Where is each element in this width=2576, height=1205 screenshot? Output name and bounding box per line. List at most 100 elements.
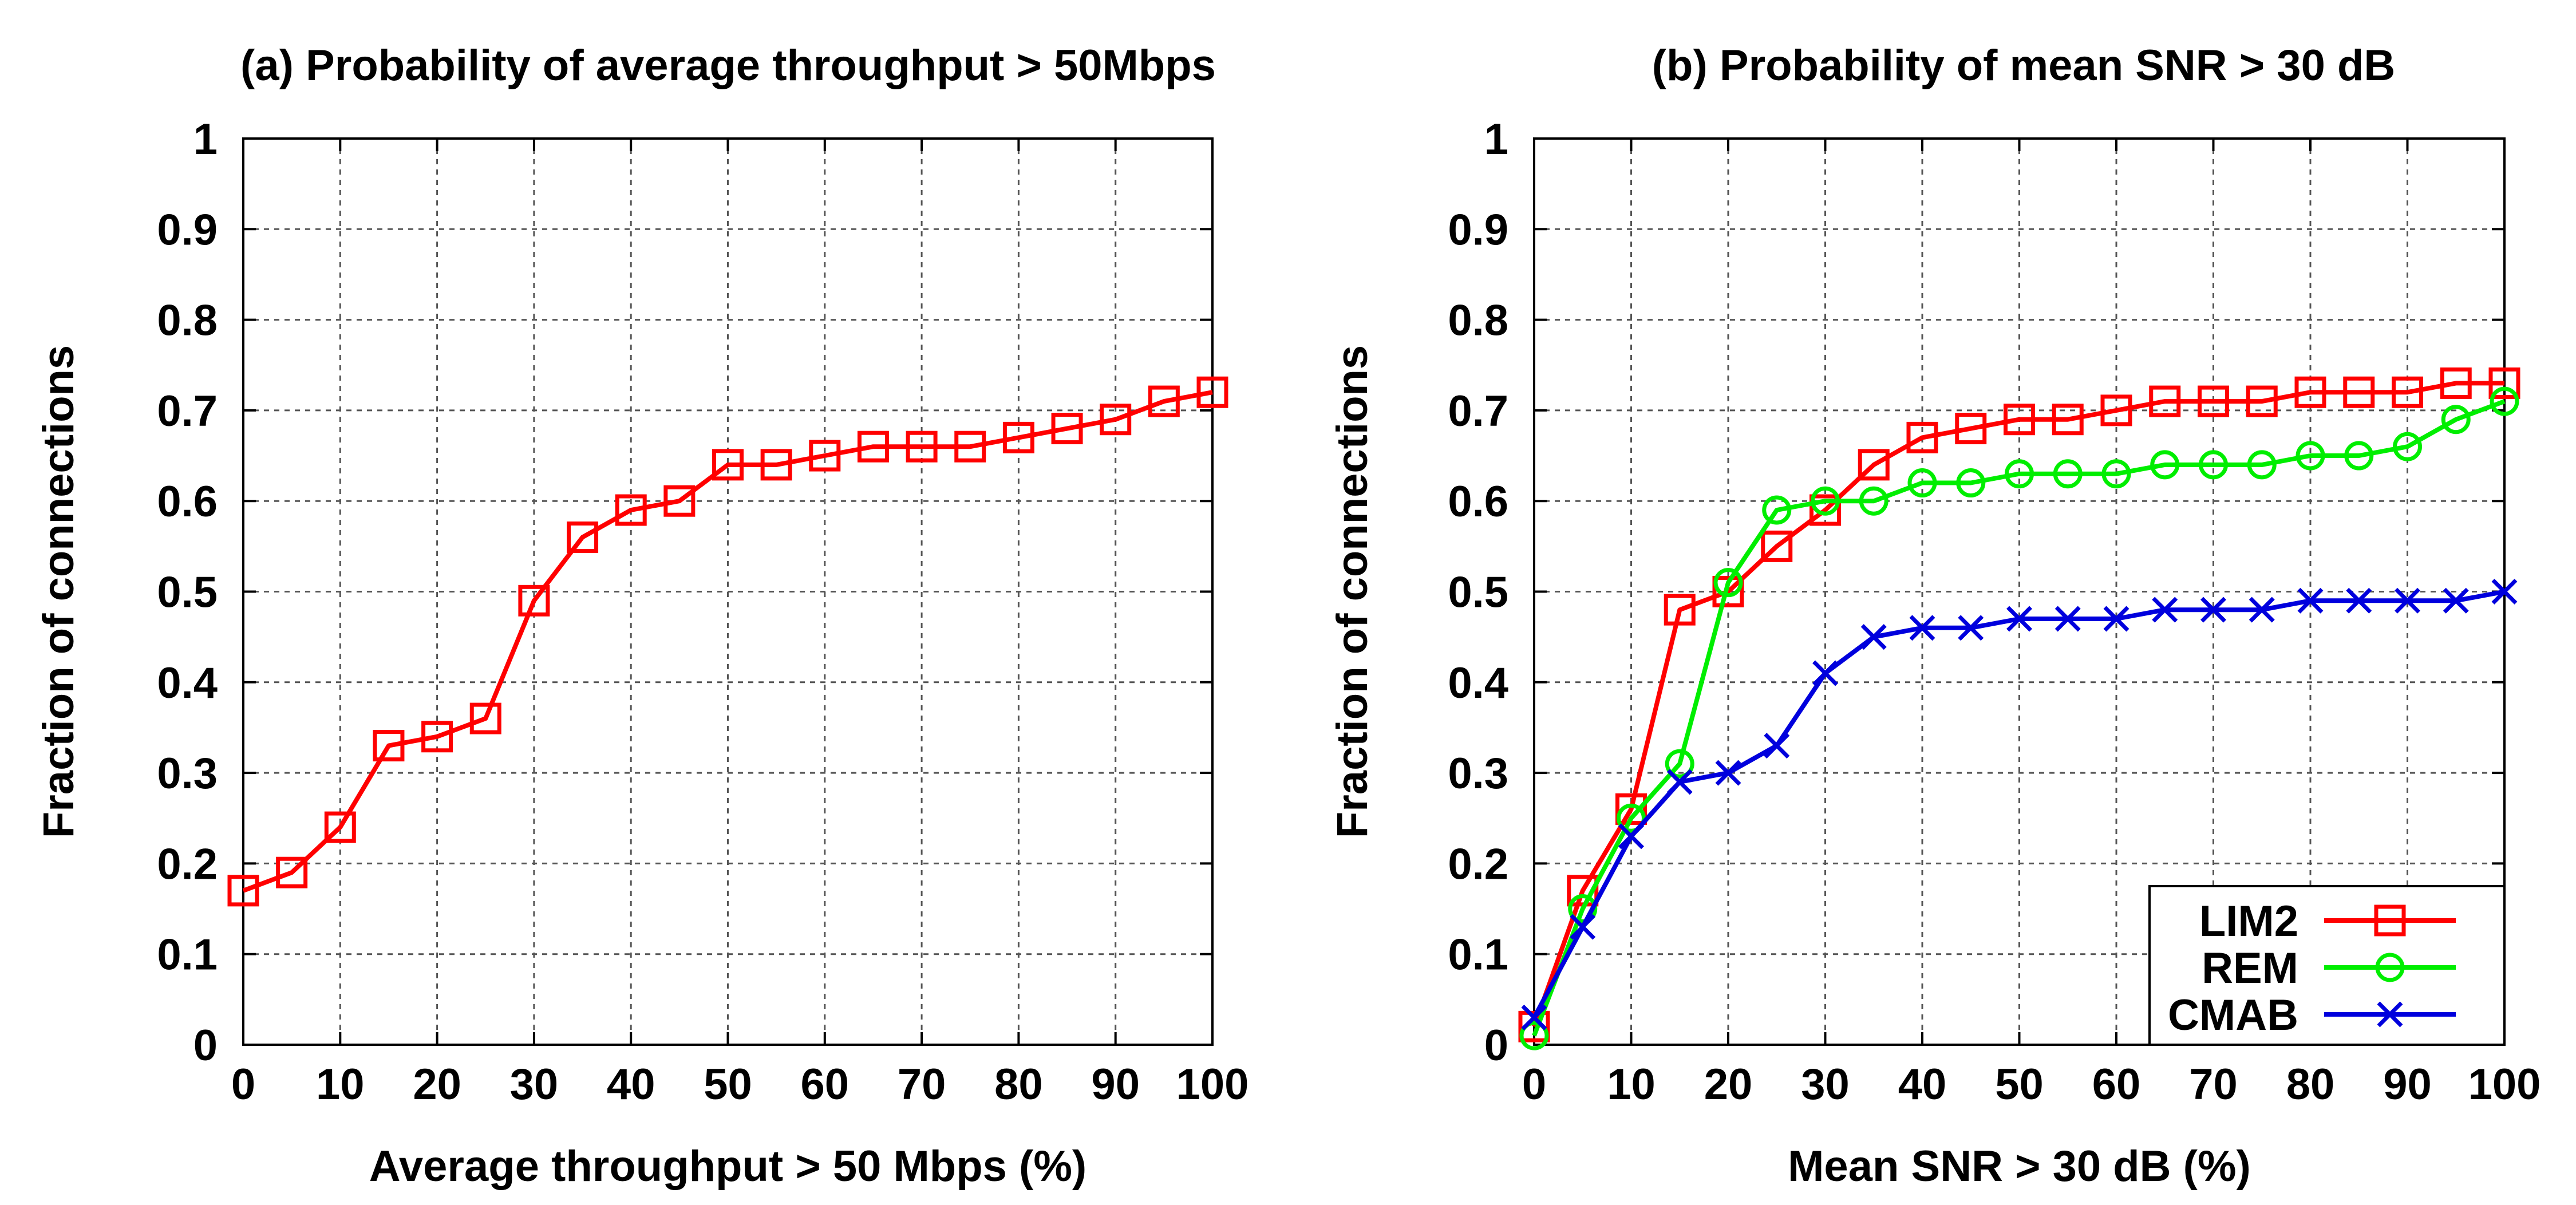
data-point-rem bbox=[2053, 459, 2083, 489]
data-point-cmab bbox=[2152, 596, 2178, 623]
data-point-lim2 bbox=[1664, 594, 1696, 626]
y-tick-label: 0.5 bbox=[157, 568, 218, 617]
data-point-series bbox=[227, 875, 259, 907]
x-tick-label: 10 bbox=[1607, 1060, 1656, 1109]
x-tick-label: 20 bbox=[413, 1060, 461, 1109]
data-point-lim2 bbox=[2246, 385, 2278, 417]
x-tick-label: 70 bbox=[2189, 1060, 2238, 1109]
data-point-rem bbox=[2150, 450, 2180, 480]
x-tick-label: 20 bbox=[1704, 1060, 1753, 1109]
y-tick-label: 0 bbox=[1484, 1021, 1508, 1070]
data-point-series bbox=[760, 449, 792, 481]
data-point-series bbox=[809, 440, 841, 472]
data-point-cmab bbox=[1812, 660, 1838, 686]
y-tick-label: 0.9 bbox=[1448, 206, 1508, 254]
data-point-series bbox=[1148, 385, 1180, 417]
data-point-series bbox=[567, 521, 599, 554]
data-point-lim2 bbox=[2440, 367, 2472, 399]
x-tick-label: 80 bbox=[2286, 1060, 2335, 1109]
data-point-cmab bbox=[1666, 769, 1693, 795]
data-point-cmab bbox=[1570, 914, 1596, 940]
data-point-rem bbox=[2199, 450, 2228, 480]
y-tick-label: 0.2 bbox=[1448, 840, 1508, 888]
legend-marker-cmab bbox=[2377, 1001, 2403, 1028]
y-tick-label: 0.9 bbox=[157, 206, 218, 254]
y-tick-label: 1 bbox=[193, 115, 218, 164]
y-tick-label: 0.3 bbox=[1448, 749, 1508, 798]
x-tick-label: 70 bbox=[898, 1060, 946, 1109]
y-tick-label: 0.6 bbox=[1448, 477, 1508, 526]
data-point-cmab bbox=[2346, 587, 2372, 614]
legend-label-lim2: LIM2 bbox=[2199, 897, 2298, 946]
y-tick-label: 0.2 bbox=[157, 840, 218, 888]
x-tick-label: 10 bbox=[316, 1060, 365, 1109]
x-tick-label: 30 bbox=[510, 1060, 559, 1109]
data-point-series bbox=[663, 485, 696, 517]
x-tick-label: 30 bbox=[1801, 1060, 1850, 1109]
data-point-rem bbox=[1762, 495, 1792, 525]
y-tick-label: 0 bbox=[193, 1021, 218, 1070]
x-tick-label: 0 bbox=[1522, 1060, 1546, 1109]
y-tick-label: 0.6 bbox=[157, 477, 218, 526]
chart-title: (b) Probability of mean SNR > 30 dB bbox=[1652, 41, 2396, 90]
data-point-cmab bbox=[1715, 760, 1741, 786]
data-point-cmab bbox=[2200, 596, 2226, 623]
y-tick-label: 1 bbox=[1484, 115, 1508, 164]
data-point-series bbox=[712, 449, 744, 481]
data-point-series bbox=[615, 494, 647, 526]
data-point-series bbox=[324, 811, 356, 843]
data-point-cmab bbox=[2491, 579, 2518, 605]
data-point-rem bbox=[2441, 405, 2471, 434]
y-tick-label: 0.7 bbox=[1448, 387, 1508, 436]
chart-panel-b: 0 10 20 30 40 50 60 70 80 90 100 0 0.1 0.2 0.3 0.4 0.5 0.… bbox=[1328, 41, 2541, 1191]
data-point-rem bbox=[1811, 486, 1840, 516]
chart-title: (a) Probability of average throughput > … bbox=[240, 41, 1216, 90]
data-point-cmab bbox=[2249, 596, 2275, 623]
legend-marker-rem bbox=[2375, 953, 2405, 982]
chart-panel-a: 0 10 20 30 40 50 60 70 80 90 100 0 0.1 0.2 0.3 0.4 0.5 0.… bbox=[34, 41, 1249, 1191]
data-point-series bbox=[276, 856, 308, 888]
data-point-lim2 bbox=[2004, 404, 2035, 436]
data-point-series bbox=[1100, 404, 1132, 436]
y-tick-label: 0.8 bbox=[157, 297, 218, 345]
data-point-rem bbox=[1617, 803, 1646, 833]
x-tick-label: 100 bbox=[2468, 1060, 2541, 1109]
series-line-series bbox=[242, 390, 1213, 893]
data-point-lim2 bbox=[2488, 367, 2520, 399]
data-point-lim2 bbox=[2392, 376, 2423, 408]
data-point-rem bbox=[1713, 568, 1743, 598]
x-tick-label: 0 bbox=[231, 1060, 255, 1109]
series-line-rem bbox=[1532, 399, 2506, 1037]
data-point-lim2 bbox=[1712, 576, 1744, 607]
x-tick-label: 60 bbox=[801, 1060, 850, 1109]
data-point-cmab bbox=[1521, 1005, 1547, 1030]
x-tick-label: 40 bbox=[1898, 1060, 1947, 1109]
data-point-cmab bbox=[2443, 587, 2469, 614]
y-tick-label: 0.5 bbox=[1448, 568, 1508, 617]
data-point-lim2 bbox=[2149, 385, 2181, 417]
data-point-cmab bbox=[2055, 606, 2081, 632]
data-point-lim2 bbox=[1858, 449, 1890, 481]
data-point-cmab bbox=[1909, 615, 1935, 641]
y-axis-label: Fraction of connections bbox=[1328, 345, 1377, 838]
data-point-rem bbox=[2247, 450, 2277, 480]
x-tick-label: 50 bbox=[704, 1060, 752, 1109]
data-point-series bbox=[469, 702, 501, 734]
y-tick-label: 0.1 bbox=[1448, 931, 1508, 979]
data-point-series bbox=[954, 430, 986, 463]
x-tick-label: 100 bbox=[1176, 1060, 1249, 1109]
data-point-lim2 bbox=[2294, 376, 2326, 408]
data-point-series bbox=[421, 721, 453, 753]
data-point-cmab bbox=[1618, 823, 1644, 850]
data-point-rem bbox=[1519, 1021, 1549, 1050]
data-point-lim2 bbox=[2052, 404, 2084, 436]
x-tick-label: 50 bbox=[1995, 1060, 2044, 1109]
y-tick-label: 0.8 bbox=[1448, 297, 1508, 345]
data-point-lim2 bbox=[1761, 530, 1793, 562]
data-point-rem bbox=[2490, 386, 2519, 416]
legend-label-cmab: CMAB bbox=[2168, 991, 2298, 1040]
data-point-cmab bbox=[2395, 587, 2420, 614]
